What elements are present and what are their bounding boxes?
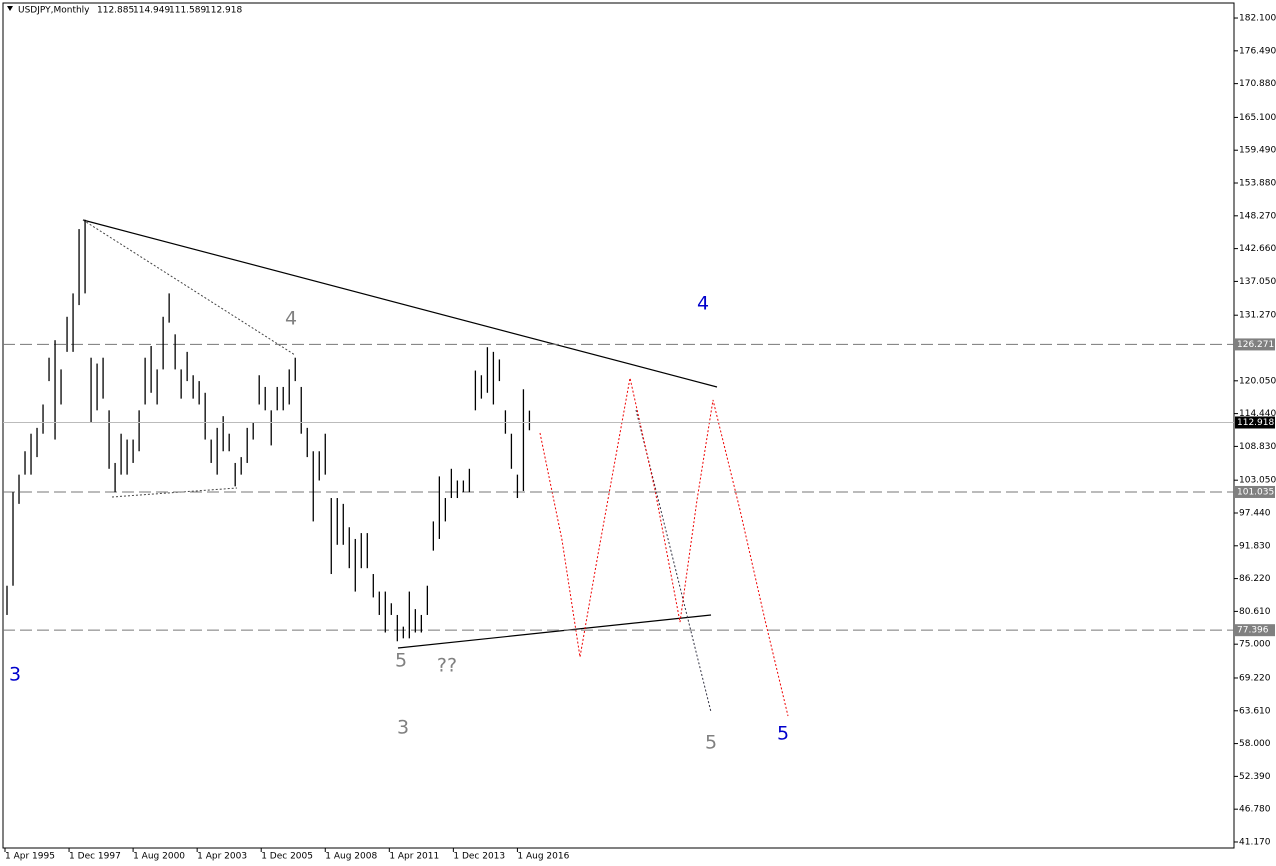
plot-frame <box>2 2 1235 849</box>
y-tick-label: 114.440 <box>1239 409 1276 419</box>
y-tick-label: 137.050 <box>1239 277 1276 287</box>
y-tick-label: 131.270 <box>1239 311 1276 321</box>
y-tick-label: 142.660 <box>1239 244 1276 254</box>
y-tick-label: 120.050 <box>1239 376 1276 386</box>
low-value: 111.589 <box>169 6 206 16</box>
y-tick-label: 108.830 <box>1239 442 1276 452</box>
x-tick-label: 1 Aug 2008 <box>325 852 377 862</box>
high-value: 114.949 <box>133 6 170 16</box>
y-tick-label: 46.780 <box>1239 805 1271 815</box>
level-label-box <box>1235 338 1275 351</box>
level-label-box <box>1235 485 1275 498</box>
level-label: 101.035 <box>1237 487 1274 497</box>
x-tick-label: 1 Aug 2000 <box>133 852 185 862</box>
y-tick-label: 80.610 <box>1239 607 1271 617</box>
chart-title: USDJPY,Monthly <box>18 6 90 16</box>
x-tick-label: 1 Aug 2016 <box>517 852 569 862</box>
wave-label: 3 <box>397 717 409 739</box>
wave-label: 4 <box>285 308 297 330</box>
y-tick-label: 97.440 <box>1239 508 1271 518</box>
y-tick-label: 69.220 <box>1239 673 1271 683</box>
wave-label: 5 <box>777 723 789 745</box>
drawings <box>82 219 789 717</box>
y-tick-label: 176.490 <box>1239 46 1276 56</box>
open-value: 112.885 <box>97 6 134 16</box>
x-tick-label: 1 Dec 1997 <box>69 852 121 862</box>
level-label: 77.396 <box>1237 626 1269 636</box>
dotted-line <box>82 219 296 356</box>
projection-path <box>539 377 789 717</box>
y-tick-label: 182.100 <box>1239 14 1276 24</box>
wave-label: 4 <box>697 293 709 315</box>
current-price-label: 112.918 <box>1237 418 1274 428</box>
close-value: 112.918 <box>205 6 242 16</box>
level-label-box <box>1235 624 1275 637</box>
y-tick-label: 63.610 <box>1239 706 1271 716</box>
trendline <box>82 219 718 388</box>
wave-label: 3 <box>9 664 21 686</box>
y-tick-label: 75.000 <box>1239 640 1271 650</box>
dotted-line <box>111 487 238 498</box>
x-tick-label: 1 Apr 2011 <box>389 852 439 862</box>
wave-label: ?? <box>437 655 457 677</box>
y-tick-label: 103.050 <box>1239 476 1276 486</box>
y-tick-label: 148.270 <box>1239 211 1276 221</box>
y-tick-label: 86.220 <box>1239 574 1271 584</box>
y-tick-label: 153.880 <box>1239 179 1276 189</box>
y-tick-label: 170.880 <box>1239 79 1276 89</box>
level-label: 126.271 <box>1237 340 1274 350</box>
x-tick-label: 1 Dec 2005 <box>261 852 313 862</box>
x-tick-label: 1 Apr 1995 <box>5 852 55 862</box>
wave-label: 5 <box>395 650 407 672</box>
x-tick-label: 1 Apr 2003 <box>197 852 247 862</box>
y-tick-label: 58.000 <box>1239 739 1271 749</box>
current-price-box <box>1235 416 1275 429</box>
menu-triangle <box>7 6 13 11</box>
x-tick-label: 1 Dec 2013 <box>453 852 505 862</box>
y-tick-label: 52.390 <box>1239 772 1271 782</box>
wave-label: 5 <box>705 732 717 754</box>
y-tick-label: 91.830 <box>1239 541 1271 551</box>
y-tick-label: 165.100 <box>1239 113 1276 123</box>
trendline <box>397 614 712 649</box>
y-tick-label: 41.170 <box>1239 837 1271 847</box>
y-tick-label: 159.490 <box>1239 146 1276 156</box>
